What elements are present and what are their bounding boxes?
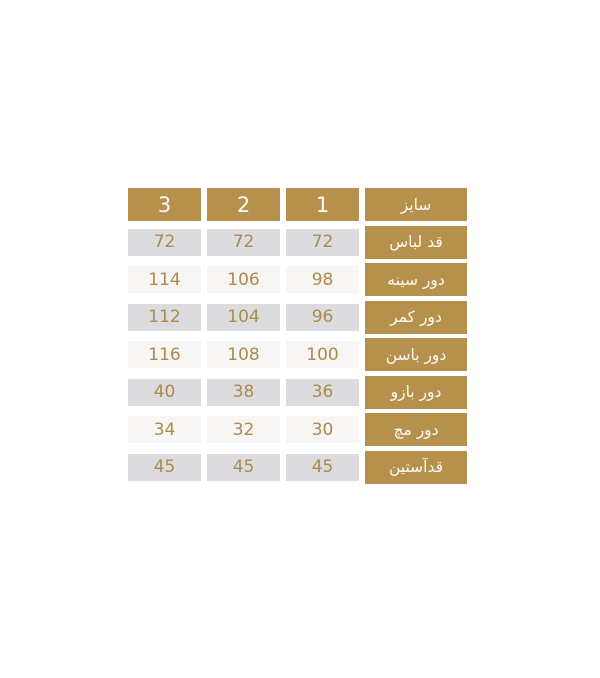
- value-dor-bazu-size2: 38: [207, 378, 280, 406]
- value-ghad-astin-size2: 45: [207, 453, 280, 481]
- value-dor-basan-size1: 100: [286, 341, 359, 368]
- value-dor-sineh-size2: 106: [207, 266, 280, 293]
- size-header-label: سایز: [365, 188, 467, 221]
- row-label-dor-kamar: دور کمر: [365, 300, 467, 334]
- size-chart-table: سایز 1 2 3 قد لباس 72 72 72 دور سینه 98 …: [128, 188, 467, 484]
- value-ghad-lebas-size3: 72: [128, 228, 201, 256]
- row-label-dor-bazu: دور بازو: [365, 375, 467, 409]
- value-ghad-lebas-size1: 72: [286, 228, 359, 256]
- row-label-dor-basan: دور باسن: [365, 338, 467, 371]
- row-label-ghad-astin: قدآستین: [365, 450, 467, 484]
- value-dor-kamar-size1: 96: [286, 303, 359, 331]
- value-dor-moch-size2: 32: [207, 416, 280, 443]
- value-ghad-astin-size3: 45: [128, 453, 201, 481]
- value-dor-sineh-size1: 98: [286, 266, 359, 293]
- value-dor-moch-size1: 30: [286, 416, 359, 443]
- value-dor-moch-size3: 34: [128, 416, 201, 443]
- size-header-3: 3: [128, 188, 201, 221]
- value-dor-sineh-size3: 114: [128, 266, 201, 293]
- value-dor-bazu-size1: 36: [286, 378, 359, 406]
- row-label-dor-sineh: دور سینه: [365, 263, 467, 296]
- row-label-dor-moch: دور مچ: [365, 413, 467, 446]
- value-dor-kamar-size2: 104: [207, 303, 280, 331]
- value-dor-bazu-size3: 40: [128, 378, 201, 406]
- value-dor-basan-size2: 108: [207, 341, 280, 368]
- value-dor-basan-size3: 116: [128, 341, 201, 368]
- value-ghad-lebas-size2: 72: [207, 228, 280, 256]
- row-label-ghad-lebas: قد لباس: [365, 225, 467, 259]
- value-dor-kamar-size3: 112: [128, 303, 201, 331]
- size-header-2: 2: [207, 188, 280, 221]
- size-header-1: 1: [286, 188, 359, 221]
- value-ghad-astin-size1: 45: [286, 453, 359, 481]
